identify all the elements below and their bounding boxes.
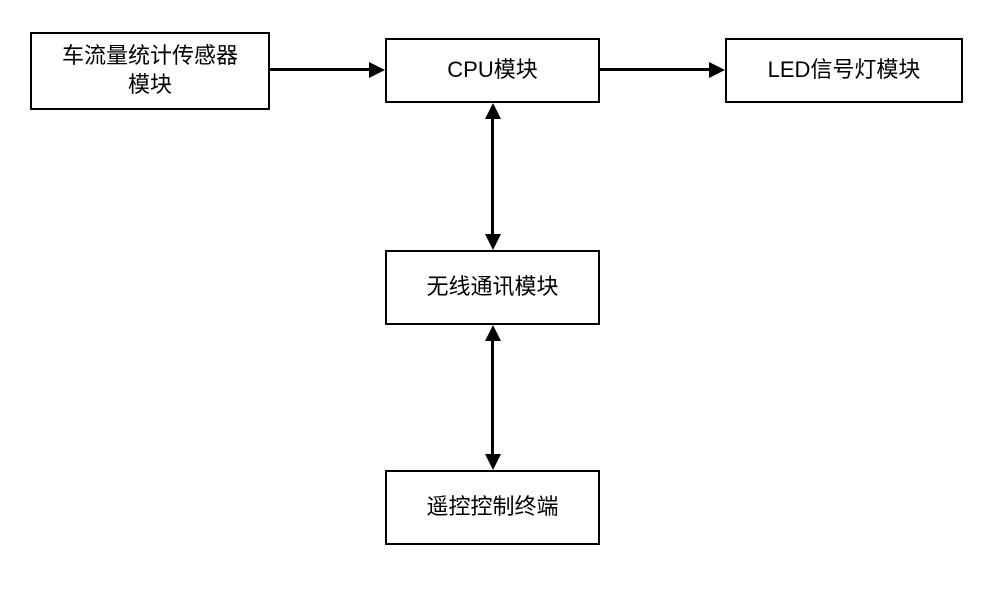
node-cpu-label: CPU模块 xyxy=(447,56,537,85)
arrowhead-wireless-remote-up xyxy=(485,325,501,341)
arrowhead-sensor-cpu xyxy=(369,62,385,78)
node-remote-label: 遥控控制终端 xyxy=(426,493,558,522)
node-sensor: 车流量统计传感器模块 xyxy=(30,32,270,110)
node-cpu: CPU模块 xyxy=(385,38,600,103)
node-wireless-label: 无线通讯模块 xyxy=(426,273,558,302)
arrowhead-wireless-remote-down xyxy=(485,454,501,470)
arrowhead-cpu-wireless-up xyxy=(485,103,501,119)
node-led-label: LED信号灯模块 xyxy=(768,56,921,85)
edge-sensor-cpu xyxy=(270,68,369,71)
node-led: LED信号灯模块 xyxy=(725,38,963,103)
edge-wireless-remote xyxy=(491,341,494,454)
node-remote: 遥控控制终端 xyxy=(385,470,600,545)
node-wireless: 无线通讯模块 xyxy=(385,250,600,325)
arrowhead-cpu-led xyxy=(709,62,725,78)
edge-cpu-led xyxy=(600,68,709,71)
node-sensor-label: 车流量统计传感器模块 xyxy=(62,42,238,99)
edge-cpu-wireless xyxy=(491,119,494,234)
arrowhead-cpu-wireless-down xyxy=(485,234,501,250)
